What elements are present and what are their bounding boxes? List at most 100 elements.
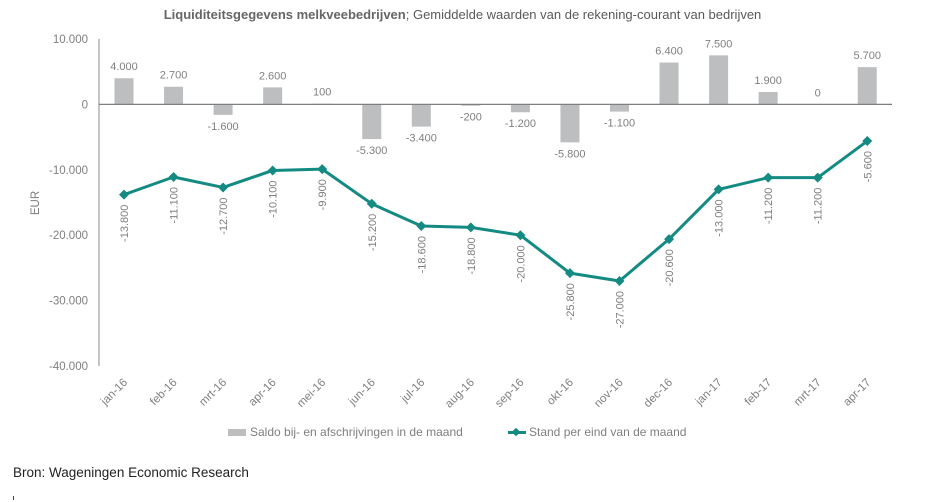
line-marker-mei-16	[317, 164, 328, 175]
x-tick-label: feb-17	[743, 377, 775, 409]
y-tick-label: -40.000	[49, 361, 88, 373]
bar-data-label: -5.300	[356, 145, 387, 157]
x-tick-label: nov-16	[592, 377, 625, 410]
line-data-label: -20.600	[664, 249, 676, 286]
line-data-label: -13.000	[714, 199, 726, 236]
bar-nov-16	[610, 104, 629, 112]
chart-title-bold: Liquiditeitsgegevens melkveebedrijven	[163, 7, 406, 22]
bar-data-label: -1.100	[604, 118, 635, 130]
y-axis: 10.000 0 -10.000 -20.000 -30.000 -40.000	[49, 34, 100, 373]
line-data-label: -20.000	[515, 245, 527, 282]
line-marker-jan-16	[119, 189, 129, 200]
bar-jun-16	[362, 104, 382, 140]
line-data-label: -15.200	[367, 214, 379, 251]
bar-data-label: 2.600	[259, 70, 287, 82]
bar-aug-16	[461, 104, 481, 106]
bar-dec-16	[659, 62, 679, 105]
x-tick-label: mrt-17	[792, 377, 824, 409]
line-data-label: -18.800	[466, 237, 478, 274]
bar-feb-16	[164, 86, 184, 105]
line-data-label: -18.600	[416, 236, 428, 273]
line-data-label: -9.900	[317, 179, 329, 210]
bar-mrt-16	[213, 104, 233, 115]
bar-data-label: 1.900	[754, 75, 782, 87]
line-marker-apr-16	[267, 165, 278, 176]
line-data-label: -5.600	[862, 151, 874, 182]
bar-data-label: 5.700	[853, 50, 881, 62]
line-data-label: -25.800	[565, 283, 577, 320]
bar-sep-16	[510, 104, 530, 113]
line-marker-mrt-17	[812, 172, 823, 183]
line-data-label: -11.100	[169, 187, 181, 224]
bar-feb-17	[758, 91, 778, 105]
x-tick-label: dec-16	[642, 377, 675, 410]
line-series	[119, 136, 873, 286]
y-tick-label: -20.000	[49, 230, 88, 242]
x-tick-label: okt-16	[545, 377, 576, 408]
x-tick-label: mei-16	[295, 377, 328, 410]
text-cursor-mark	[13, 496, 14, 500]
legend-item-bar: Saldo bij- en afschrijvingen in de maand	[228, 425, 463, 439]
line-path	[123, 139, 869, 283]
y-tick-label: 10.000	[53, 34, 88, 46]
legend-bar-swatch	[228, 428, 246, 436]
bar-series	[114, 55, 877, 143]
line-marker-jul-16	[416, 221, 427, 232]
source-note: Bron: Wageningen Economic Research	[13, 465, 249, 480]
bar-data-label: 6.400	[655, 46, 683, 58]
bar-apr-16	[263, 87, 283, 105]
y-axis-title: EUR	[30, 191, 42, 215]
line-marker-dec-16	[664, 234, 675, 245]
bar-jan-16	[114, 78, 134, 105]
line-marker-nov-16	[614, 275, 625, 286]
line-marker-jan-17	[713, 184, 724, 195]
bar-jan-17	[709, 55, 729, 105]
x-axis-tick-labels: jan-16 feb-16 mrt-16 apr-16 mei-16 jun-16 jul-…	[98, 377, 873, 411]
x-tick-label: jan-16	[98, 377, 130, 409]
line-data-labels: -13.800 -11.100 -12.700 -10.100 -9.900 -15.20…	[119, 151, 874, 328]
line-marker-jun-16	[366, 198, 377, 209]
bar-data-label: 2.700	[160, 70, 188, 82]
line-marker-feb-17	[763, 172, 774, 183]
x-tick-label: feb-16	[148, 377, 180, 409]
line-marker-apr-17	[862, 136, 873, 147]
bar-data-labels: 4.000 2.700 -1.600 2.600 100 -5.300 -3.400 -200…	[110, 38, 881, 160]
chart-title-rest: ; Gemiddelde waarden van de rekening-cou…	[405, 7, 762, 22]
bar-apr-17	[857, 67, 877, 105]
line-data-label: -10.100	[268, 180, 280, 217]
line-marker-aug-16	[465, 222, 476, 233]
line-marker-sep-16	[515, 230, 526, 241]
bar-data-label: -3.400	[406, 133, 437, 145]
bar-jul-16	[411, 104, 431, 127]
bar-okt-16	[560, 104, 580, 143]
line-data-label: -27.000	[615, 291, 627, 328]
x-tick-label: jun-16	[346, 377, 378, 409]
bar-data-label: -5.800	[554, 148, 585, 160]
legend-label-bar: Saldo bij- en afschrijvingen in de maand	[250, 425, 463, 439]
bar-data-label: 0	[815, 87, 821, 99]
chart-title: Liquiditeitsgegevens melkveebedrijven; G…	[0, 7, 925, 22]
x-tick-label: apr-17	[841, 377, 873, 409]
legend-line-swatch	[508, 427, 526, 437]
x-tick-label: aug-16	[443, 377, 477, 411]
bar-data-label: -1.600	[207, 121, 238, 133]
bar-data-label: 4.000	[110, 61, 138, 73]
bar-data-label: -1.200	[505, 118, 536, 130]
x-tick-label: jul-16	[398, 377, 427, 406]
bar-data-label: -200	[460, 112, 482, 124]
legend-item-line: Stand per eind van de maand	[508, 425, 686, 439]
line-data-label: -12.700	[218, 197, 230, 234]
line-marker-okt-16	[564, 268, 575, 279]
line-marker-mrt-16	[218, 182, 229, 193]
bar-data-label: 7.500	[705, 38, 733, 50]
line-marker-feb-16	[168, 171, 179, 182]
y-tick-label: -10.000	[49, 165, 88, 177]
line-data-label: -11.200	[813, 188, 825, 225]
bar-data-label: 100	[313, 87, 331, 99]
y-tick-label: 0	[82, 99, 88, 111]
line-data-label: -11.200	[763, 188, 775, 225]
line-data-label: -13.800	[119, 205, 131, 242]
y-tick-label: -30.000	[49, 296, 88, 308]
x-tick-label: apr-16	[247, 377, 279, 409]
